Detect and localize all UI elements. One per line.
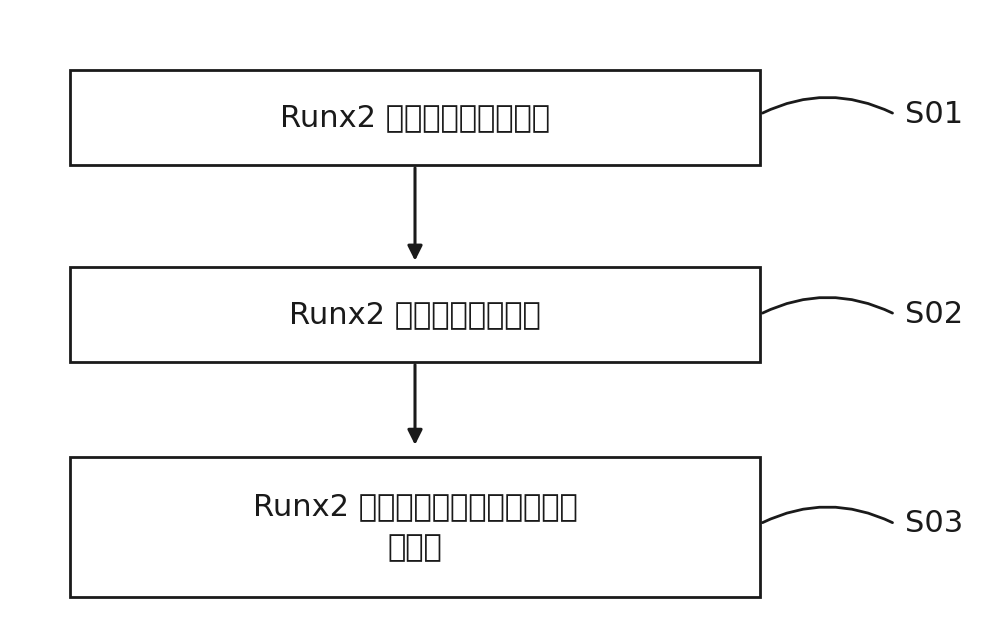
Text: Runx2 基因提取及质粒构建: Runx2 基因提取及质粒构建 xyxy=(280,103,550,132)
FancyBboxPatch shape xyxy=(70,267,760,362)
Text: S03: S03 xyxy=(905,509,963,538)
Text: S01: S01 xyxy=(905,100,963,129)
FancyBboxPatch shape xyxy=(70,457,760,597)
Text: Runx2 重组慢病毒感染骨髓间充质
干细胞: Runx2 重组慢病毒感染骨髓间充质 干细胞 xyxy=(253,492,577,562)
Text: S02: S02 xyxy=(905,300,963,329)
Text: Runx2 重组慢病毒的包装: Runx2 重组慢病毒的包装 xyxy=(289,300,541,329)
FancyBboxPatch shape xyxy=(70,70,760,165)
